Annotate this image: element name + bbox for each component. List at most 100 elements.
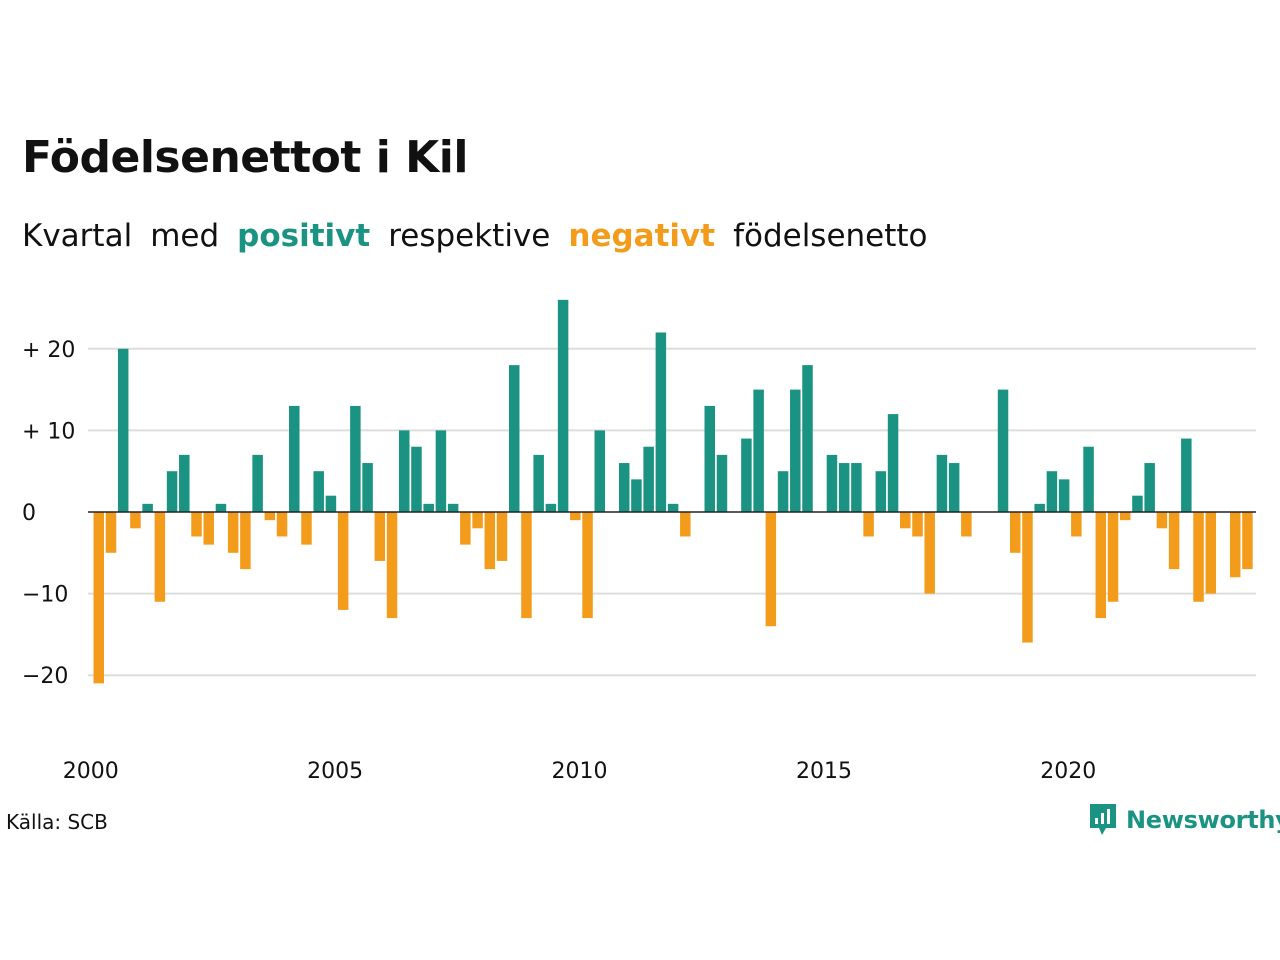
bar-negative (1107, 512, 1119, 602)
subtitle-word: respektive (388, 218, 551, 254)
bar-negative (1119, 512, 1131, 521)
x-tick-label: 2005 (307, 759, 363, 784)
bar-positive (790, 389, 801, 512)
bar-positive (997, 389, 1009, 512)
x-axis-labels: 2000 2005 2010 2015 2020 (63, 759, 1097, 784)
bar-negative (1095, 512, 1107, 619)
bar-negative (570, 512, 581, 521)
bar-positive (936, 454, 948, 512)
bar-positive (948, 463, 960, 512)
bar-negative (521, 512, 532, 619)
bar-positive (753, 389, 764, 512)
newsworthy-icon (1090, 804, 1116, 835)
bar-negative (863, 512, 874, 537)
bar-negative (1156, 512, 1168, 529)
bar-positive (166, 471, 178, 512)
bar-negative (264, 512, 276, 521)
bar-negative (900, 512, 911, 529)
bar-negative (337, 512, 349, 610)
bar-negative (191, 512, 202, 537)
bar-negative (472, 512, 483, 529)
bar-positive (1058, 479, 1070, 512)
x-tick-label: 2020 (1040, 759, 1096, 784)
bar-positive (1034, 503, 1045, 512)
bar-positive (117, 348, 129, 512)
bar-positive (289, 405, 300, 512)
bar-negative (227, 512, 239, 553)
bar-positive (851, 463, 862, 512)
bar-negative (680, 512, 691, 537)
y-tick-label: + 10 (22, 419, 75, 444)
y-tick-label: 0 (22, 501, 36, 526)
bar-positive (716, 454, 728, 512)
y-axis-labels: + 20 + 10 0 −10 −20 (22, 338, 75, 689)
bar-positive (508, 365, 520, 512)
bar-positive (142, 503, 153, 512)
gridlines (88, 347, 1256, 677)
bar-negative (496, 512, 508, 561)
x-tick-label: 2000 (63, 759, 119, 784)
bar-negative (1022, 512, 1033, 643)
bar-positive (411, 446, 422, 512)
bar-positive (1083, 446, 1094, 512)
bar-positive (252, 454, 263, 512)
bar-positive (1144, 463, 1155, 512)
bar-positive (594, 430, 606, 512)
bar-negative (130, 512, 141, 529)
bar-positive (826, 454, 838, 512)
bar-positive (350, 405, 361, 512)
bar-negative (961, 512, 972, 537)
bar-positive (447, 503, 459, 512)
bar-positive (399, 430, 410, 512)
bar-positive (887, 414, 899, 512)
bar-positive (741, 438, 752, 512)
bar-negative (276, 512, 288, 537)
subtitle-word: med (150, 218, 220, 254)
bar-positive (435, 430, 447, 512)
source-note: Källa: SCB (6, 810, 108, 834)
y-tick-label: −10 (22, 583, 68, 608)
bar-negative (924, 512, 935, 594)
brand-name: Newsworthy (1126, 806, 1280, 834)
bar-negative (460, 512, 471, 545)
bar-positive (325, 495, 337, 512)
bar-negative (203, 512, 214, 545)
subtitle-negative-label: negativt (568, 218, 716, 254)
subtitle-word: Kvartal (22, 218, 133, 254)
bar-positive (362, 463, 373, 512)
bar-negative (582, 512, 593, 619)
bar-positive (215, 503, 227, 512)
y-tick-label: −20 (22, 664, 68, 689)
bar-positive (1181, 438, 1192, 512)
subtitle-positive-label: positivt (237, 218, 371, 254)
bar-negative (1071, 512, 1082, 537)
bar-negative (1229, 512, 1241, 578)
bar-positive (179, 454, 190, 512)
bar-negative (374, 512, 386, 561)
bar-negative (484, 512, 496, 570)
bar-positive (802, 365, 813, 512)
bar-positive (777, 471, 789, 512)
bar-negative (154, 512, 166, 602)
bar-negative (105, 512, 117, 553)
bar-positive (631, 479, 642, 512)
bar-negative (301, 512, 312, 545)
bar-positive (557, 299, 569, 512)
bar-negative (1168, 512, 1180, 570)
bar-positive (1132, 495, 1143, 512)
bar-negative (240, 512, 251, 570)
y-tick-label: + 20 (22, 338, 75, 363)
bar-positive (313, 471, 324, 512)
bar-negative (386, 512, 398, 619)
bar-positive (1046, 471, 1058, 512)
x-tick-label: 2010 (552, 759, 608, 784)
bar-chart: + 20 + 10 0 −10 −20 2000 2005 2010 2015 2020 (22, 299, 1256, 784)
bar-positive (667, 503, 679, 512)
bar-negative (1010, 512, 1021, 553)
bar-positive (533, 454, 544, 512)
bars (93, 299, 1253, 684)
bar-negative (93, 512, 104, 684)
brand-logo[interactable]: Newsworthy (1088, 802, 1280, 838)
bar-positive (838, 463, 850, 512)
bar-positive (643, 446, 654, 512)
